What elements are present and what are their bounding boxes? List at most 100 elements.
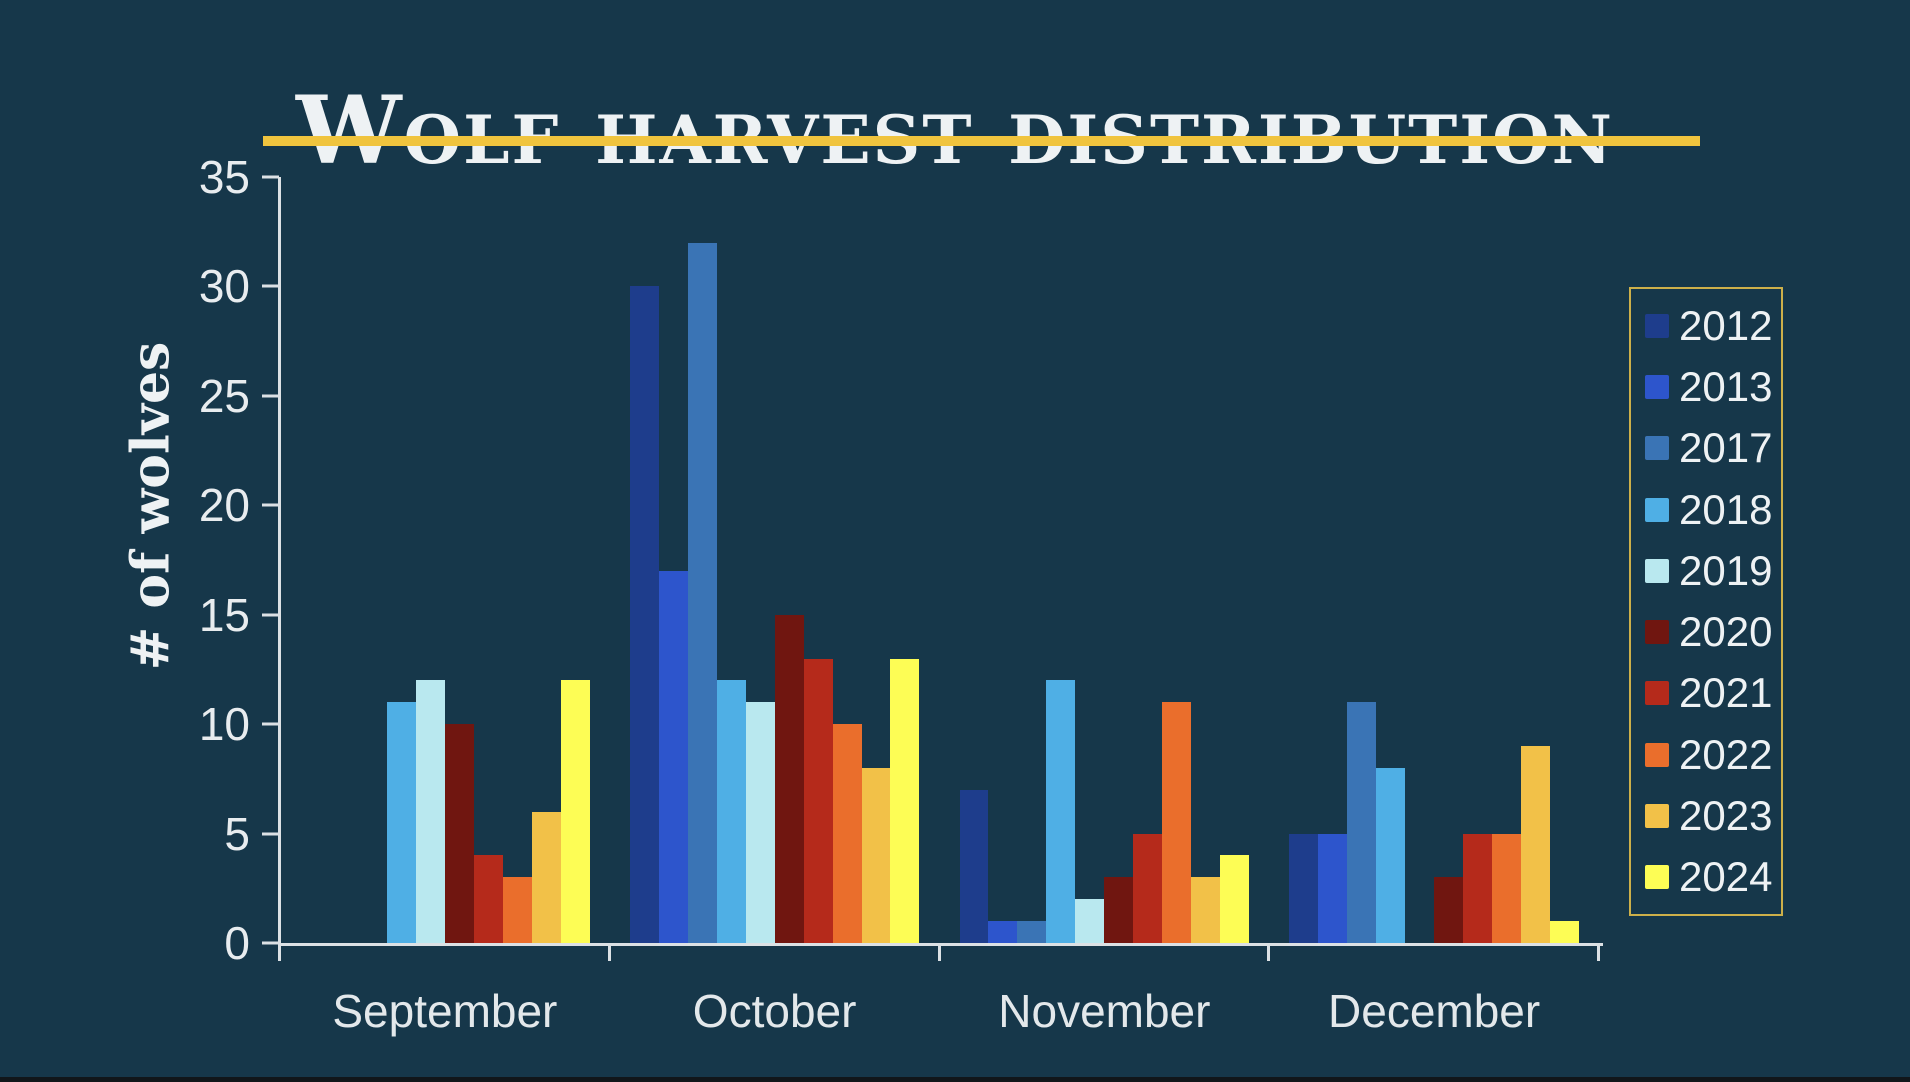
bar-2021-september [473, 855, 503, 943]
legend-item-2023: 2023 [1645, 794, 1781, 838]
bar-2019-september [415, 680, 445, 943]
legend-swatch-2023 [1645, 804, 1669, 829]
legend-swatch-2013 [1645, 374, 1669, 399]
legend-label-2020: 2020 [1679, 608, 1773, 656]
bar-2020-november [1104, 877, 1134, 943]
bar-2013-december [1318, 833, 1348, 943]
bar-2018-september [386, 702, 416, 943]
bar-group-november [940, 177, 1270, 943]
y-tick-label-15: 15 [198, 588, 250, 641]
bar-2012-december [1289, 833, 1319, 943]
x-tick-1 [607, 944, 611, 961]
bar-2013-november [988, 921, 1018, 943]
legend-swatch-2020 [1645, 620, 1669, 645]
y-tick-label-25: 25 [198, 369, 250, 422]
bar-2020-october [774, 614, 804, 943]
bar-2022-september [502, 877, 532, 943]
y-tick-label-0: 0 [224, 917, 250, 969]
x-tick-2 [937, 944, 941, 961]
bar-2021-november [1133, 833, 1163, 943]
x-category-label-october: October [692, 985, 857, 1037]
y-tick-5 [262, 832, 279, 836]
bottom-edge-strip [0, 1077, 1910, 1082]
bar-2021-december [1463, 833, 1493, 943]
legend-label-2023: 2023 [1679, 792, 1773, 840]
x-tick-3 [1267, 944, 1271, 961]
legend-label-2017: 2017 [1679, 424, 1773, 472]
legend-item-2020: 2020 [1645, 610, 1781, 654]
y-tick-label-20: 20 [198, 479, 250, 532]
bar-2018-november [1046, 680, 1076, 943]
x-axis-line [278, 943, 1603, 946]
y-tick-35 [262, 175, 279, 179]
legend-item-2018: 2018 [1645, 485, 1781, 533]
legend-label-2019: 2019 [1679, 546, 1773, 594]
legend-label-2018: 2018 [1679, 485, 1773, 533]
bar-2024-october [890, 658, 920, 943]
legend: 2012 2013 2017 2018 2019 2020 2021 2022 2023 2024 [1629, 287, 1783, 916]
bar-2013-october [658, 570, 688, 943]
bar-2017-october [687, 242, 717, 943]
legend-item-2022: 2022 [1645, 730, 1781, 778]
title-underline [263, 136, 1700, 146]
bar-2012-november [959, 789, 989, 943]
legend-label-2021: 2021 [1679, 669, 1773, 717]
bar-2018-december [1376, 767, 1406, 943]
legend-label-2024: 2024 [1679, 853, 1773, 901]
legend-swatch-2018 [1645, 497, 1669, 522]
legend-item-2012: 2012 [1645, 301, 1781, 349]
y-tick-0 [262, 941, 279, 945]
y-tick-20 [262, 503, 279, 507]
bar-2018-october [716, 680, 746, 943]
x-tick-0 [278, 944, 281, 961]
bar-2023-december [1521, 746, 1550, 943]
y-tick-15 [262, 613, 279, 617]
legend-swatch-2012 [1645, 313, 1669, 338]
bar-2019-november [1075, 899, 1105, 943]
legend-item-2024: 2024 [1645, 855, 1781, 899]
y-tick-label-5: 5 [224, 807, 250, 860]
x-category-label-november: November [998, 985, 1211, 1037]
legend-item-2013: 2013 [1645, 362, 1781, 410]
y-axis-line [278, 177, 281, 946]
legend-item-2017: 2017 [1645, 426, 1781, 470]
y-tick-label-10: 10 [198, 698, 250, 751]
bar-2020-december [1434, 877, 1464, 943]
y-tick-30 [262, 284, 279, 288]
y-tick-25 [262, 394, 279, 398]
legend-swatch-2021 [1645, 681, 1669, 706]
legend-swatch-2024 [1645, 865, 1669, 890]
legend-swatch-2017 [1645, 436, 1669, 461]
plot-area: 0 5 10 15 20 25 30 35 [199, 154, 1603, 966]
bar-2023-november [1191, 877, 1221, 943]
bar-2024-december [1549, 921, 1579, 943]
bar-2022-december [1492, 833, 1521, 943]
bar-groups [280, 177, 1599, 943]
x-category-label-december: December [1328, 985, 1541, 1037]
bar-2023-october [861, 767, 891, 943]
legend-label-2013: 2013 [1679, 362, 1773, 410]
y-tick-label-30: 30 [198, 260, 250, 313]
legend-item-2019: 2019 [1645, 546, 1781, 594]
bar-2012-october [629, 286, 659, 943]
bar-2017-december [1347, 702, 1377, 943]
bar-2020-september [444, 724, 474, 943]
bar-2019-october [745, 702, 775, 943]
x-category-label-september: September [332, 985, 558, 1037]
bar-2024-september [560, 680, 590, 943]
legend-swatch-2022 [1645, 742, 1669, 767]
y-tick-10 [262, 722, 279, 726]
y-tick-label-35: 35 [198, 151, 250, 203]
bar-group-september [280, 177, 610, 943]
legend-label-2022: 2022 [1679, 730, 1773, 778]
bar-group-december [1269, 177, 1599, 943]
bar-2021-october [803, 658, 833, 943]
bar-2017-november [1017, 921, 1047, 943]
legend-label-2012: 2012 [1679, 301, 1773, 349]
legend-item-2021: 2021 [1645, 671, 1781, 715]
bar-group-october [610, 177, 940, 943]
x-category-labels: September October November December [280, 986, 1599, 1036]
bar-2024-november [1220, 855, 1250, 943]
x-tick-4 [1597, 944, 1600, 961]
